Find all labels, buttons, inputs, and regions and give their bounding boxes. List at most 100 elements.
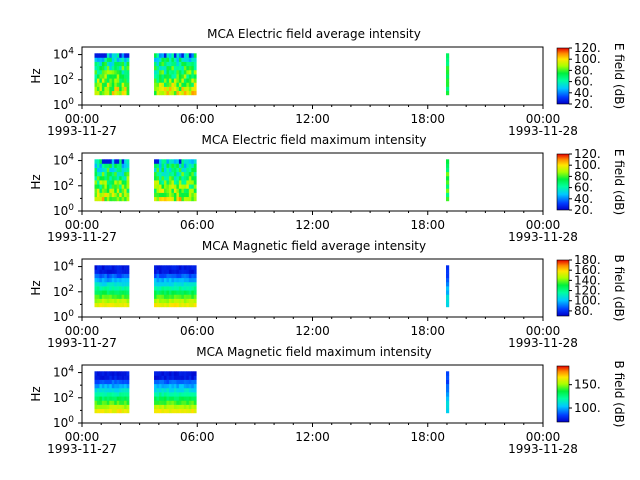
- spectrogram-cell: [96, 371, 100, 376]
- spectrogram-cell: [161, 61, 165, 67]
- spectrogram-cell: [163, 65, 167, 71]
- spectrogram-cell: [154, 265, 157, 270]
- panel-title: MCA Electric field maximum intensity: [201, 133, 426, 147]
- spectrogram-cell: [99, 175, 103, 181]
- spectrogram-cell: [166, 294, 170, 299]
- spectrogram-cell: [176, 302, 180, 308]
- spectrogram-cell: [186, 57, 190, 62]
- spectrogram-cell: [446, 53, 450, 58]
- spectrogram-cell: [183, 273, 187, 279]
- spectrogram-cell: [156, 171, 160, 177]
- spectrogram-cell: [94, 163, 98, 168]
- spectrogram-cell: [104, 180, 108, 185]
- spectrogram-cell: [96, 277, 100, 283]
- spectrogram-cell: [176, 61, 180, 67]
- spectrogram-cell: [114, 392, 118, 397]
- spectrogram-cell: [116, 269, 120, 274]
- spectrogram-cell: [186, 273, 190, 279]
- spectrogram-cell: [446, 180, 450, 185]
- spectrogram-cell: [176, 383, 180, 389]
- spectrogram-cell: [119, 392, 122, 397]
- spectrogram-cell: [181, 281, 185, 287]
- spectrogram-cell: [154, 167, 157, 173]
- spectrogram-cell: [186, 171, 190, 177]
- spectrogram-cell: [121, 65, 125, 71]
- spectrogram-cell: [109, 404, 113, 410]
- spectrogram-cell: [186, 281, 190, 287]
- spectrogram-cell: [188, 53, 192, 58]
- spectrogram-cell: [168, 265, 172, 270]
- spectrogram-cell: [156, 180, 160, 185]
- spectrogram-cell: [188, 167, 192, 173]
- colorbar: [556, 365, 570, 423]
- spectrogram-cell: [178, 86, 182, 92]
- spectrogram-cell: [176, 290, 180, 295]
- spectrogram-cell: [96, 86, 100, 92]
- spectrogram-cell: [111, 78, 115, 83]
- spectrogram-cell: [166, 61, 170, 67]
- spectrogram-cell: [104, 74, 108, 79]
- spectrogram-cell: [116, 82, 120, 87]
- spectrogram-cell: [114, 379, 118, 385]
- spectrogram-cell: [166, 167, 170, 173]
- spectrogram-cell: [111, 277, 115, 283]
- spectrogram-cell: [171, 86, 175, 92]
- spectrogram-cell: [156, 184, 160, 189]
- spectrogram-cell: [119, 302, 122, 308]
- spectrogram-cell: [193, 159, 197, 164]
- spectrogram-cell: [183, 294, 187, 299]
- spectrogram-cell: [178, 387, 182, 393]
- spectrogram-cell: [188, 171, 192, 177]
- spectrogram-cell: [191, 188, 195, 193]
- spectrogram-cell: [99, 90, 103, 96]
- spectrogram-cell: [119, 400, 122, 405]
- spectrogram-cell: [159, 408, 162, 414]
- spectrogram-cell: [183, 383, 187, 389]
- spectrogram-cell: [188, 375, 192, 380]
- spectrogram-cell: [119, 163, 122, 168]
- spectrogram-cell: [163, 396, 167, 401]
- spectrogram-cell: [178, 196, 182, 202]
- spectrogram-cell: [168, 400, 172, 405]
- spectrogram-cell: [173, 69, 177, 75]
- spectrogram-cell: [186, 392, 190, 397]
- spectrogram-cell: [159, 180, 162, 185]
- x-start-date: 1993-11-27: [47, 442, 117, 456]
- spectrogram-cell: [178, 175, 182, 181]
- spectrogram-cell: [183, 180, 187, 185]
- spectrogram-cell: [161, 294, 165, 299]
- spectrogram-cell: [124, 277, 127, 283]
- spectrogram-cell: [119, 61, 122, 67]
- spectrogram-cell: [106, 286, 110, 291]
- spectrogram-cell: [109, 74, 113, 79]
- spectrogram-cell: [166, 74, 170, 79]
- spectrogram-cell: [163, 273, 167, 279]
- spectrogram-cell: [163, 167, 167, 173]
- spectrogram-cell: [173, 180, 177, 185]
- spectrogram-cell: [101, 69, 105, 75]
- spectrogram-cell: [168, 175, 172, 181]
- spectrogram-cell: [191, 294, 195, 299]
- spectrogram-cell: [106, 82, 110, 87]
- y-axis-label: Hz: [29, 280, 43, 295]
- spectrogram-cell: [94, 159, 98, 164]
- colorbar-tick-label: 120.: [574, 41, 601, 55]
- spectrogram-cell: [114, 171, 118, 177]
- spectrogram-cell: [188, 371, 192, 376]
- spectrogram-cell: [163, 286, 167, 291]
- spectrogram-cell: [188, 286, 192, 291]
- spectrogram-cell: [121, 192, 125, 198]
- spectrogram-cell: [94, 387, 98, 393]
- spectrogram-cell: [181, 57, 185, 62]
- spectrogram-cell: [446, 375, 450, 380]
- spectrogram-cell: [446, 74, 450, 79]
- spectrogram-cell: [124, 302, 127, 308]
- spectrogram-cell: [111, 167, 115, 173]
- spectrogram-cell: [176, 298, 180, 304]
- spectrogram-cell: [159, 281, 162, 287]
- spectrogram-cell: [124, 396, 127, 401]
- spectrogram-cell: [166, 298, 170, 304]
- spectrogram-cell: [171, 277, 175, 283]
- spectrogram-cell: [121, 69, 125, 75]
- spectrogram-cell: [96, 298, 100, 304]
